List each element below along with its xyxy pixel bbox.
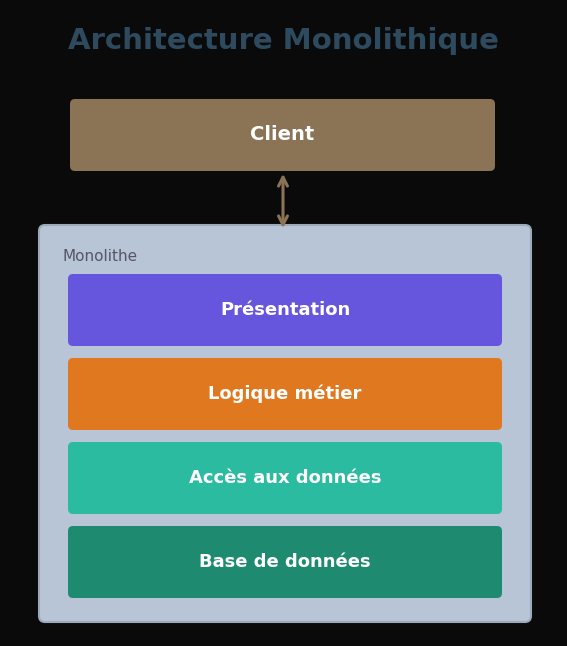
FancyBboxPatch shape [68, 358, 502, 430]
FancyBboxPatch shape [39, 225, 531, 622]
Text: Logique métier: Logique métier [208, 385, 362, 403]
Text: Architecture Monolithique: Architecture Monolithique [67, 27, 498, 55]
FancyBboxPatch shape [68, 526, 502, 598]
Text: Base de données: Base de données [199, 553, 371, 571]
Text: Client: Client [251, 125, 315, 145]
FancyBboxPatch shape [68, 442, 502, 514]
Text: Présentation: Présentation [220, 301, 350, 319]
FancyBboxPatch shape [68, 274, 502, 346]
Text: Monolithe: Monolithe [63, 249, 138, 264]
FancyBboxPatch shape [70, 99, 495, 171]
Text: Accès aux données: Accès aux données [189, 469, 381, 487]
